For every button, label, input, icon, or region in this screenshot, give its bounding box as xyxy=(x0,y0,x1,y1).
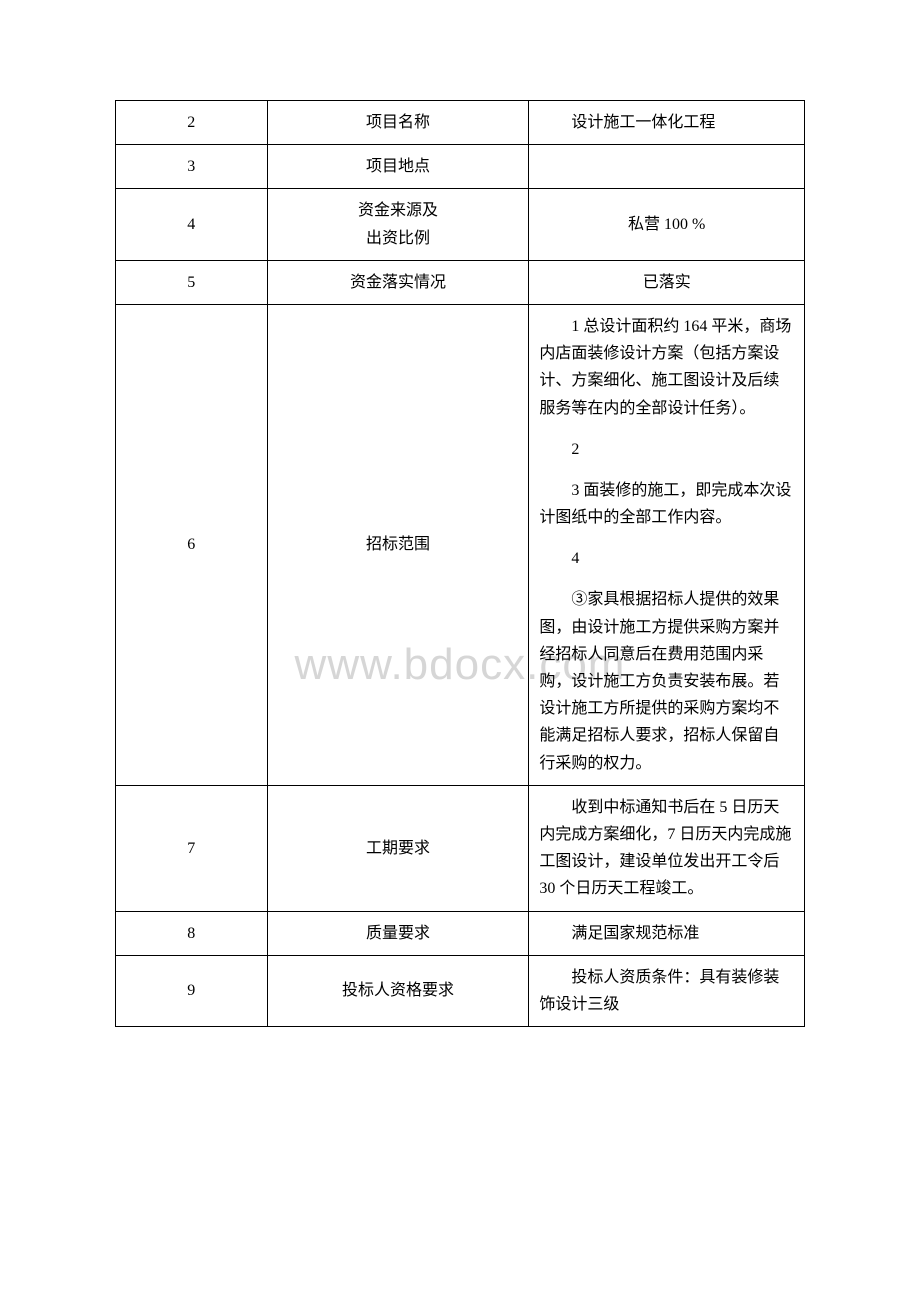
row-label: 项目地点 xyxy=(267,145,529,189)
table-row: 2 项目名称 设计施工一体化工程 xyxy=(116,101,805,145)
label-line: 资金来源及 xyxy=(278,197,519,224)
table-row: 4 资金来源及 出资比例 私营 100 % xyxy=(116,189,805,260)
row-label: 项目名称 xyxy=(267,101,529,145)
spec-table: 2 项目名称 设计施工一体化工程 3 项目地点 4 资金来源及 出资比例 私营 … xyxy=(115,100,805,1027)
row-number: 2 xyxy=(116,101,268,145)
content-paragraph: ③家具根据招标人提供的效果图，由设计施工方提供采购方案并经招标人同意后在费用范围… xyxy=(539,586,794,776)
table-row: 7 工期要求 收到中标通知书后在 5 日历天内完成方案细化，7 日历天内完成施工… xyxy=(116,785,805,911)
table-row: 9 投标人资格要求 投标人资质条件：具有装修装饰设计三级 xyxy=(116,955,805,1026)
content-paragraph: 1 总设计面积约 164 平米，商场内店面装修设计方案（包括方案设计、方案细化、… xyxy=(539,313,794,422)
row-number: 4 xyxy=(116,189,268,260)
table-row: 5 资金落实情况 已落实 xyxy=(116,260,805,304)
content-paragraph: 满足国家规范标准 xyxy=(539,920,794,947)
row-label: 投标人资格要求 xyxy=(267,955,529,1026)
row-number: 7 xyxy=(116,785,268,911)
content-paragraph: 投标人资质条件：具有装修装饰设计三级 xyxy=(539,964,794,1018)
table-wrapper: 2 项目名称 设计施工一体化工程 3 项目地点 4 资金来源及 出资比例 私营 … xyxy=(115,100,805,1027)
row-number: 6 xyxy=(116,304,268,785)
content-paragraph: 3 面装修的施工，即完成本次设计图纸中的全部工作内容。 xyxy=(539,477,794,531)
row-label: 质量要求 xyxy=(267,911,529,955)
row-content: 满足国家规范标准 xyxy=(529,911,805,955)
row-label: 资金落实情况 xyxy=(267,260,529,304)
spec-table-body: 2 项目名称 设计施工一体化工程 3 项目地点 4 资金来源及 出资比例 私营 … xyxy=(116,101,805,1027)
content-paragraph: 设计施工一体化工程 xyxy=(539,109,794,136)
row-content xyxy=(529,145,805,189)
table-row: 3 项目地点 xyxy=(116,145,805,189)
table-row: 6 招标范围 1 总设计面积约 164 平米，商场内店面装修设计方案（包括方案设… xyxy=(116,304,805,785)
row-number: 8 xyxy=(116,911,268,955)
content-paragraph: 4 xyxy=(539,545,794,572)
row-content: 设计施工一体化工程 xyxy=(529,101,805,145)
row-content: 已落实 xyxy=(529,260,805,304)
row-number: 3 xyxy=(116,145,268,189)
row-number: 9 xyxy=(116,955,268,1026)
row-label: 资金来源及 出资比例 xyxy=(267,189,529,260)
row-content: 1 总设计面积约 164 平米，商场内店面装修设计方案（包括方案设计、方案细化、… xyxy=(529,304,805,785)
table-row: 8 质量要求 满足国家规范标准 xyxy=(116,911,805,955)
row-content: 投标人资质条件：具有装修装饰设计三级 xyxy=(529,955,805,1026)
row-label: 招标范围 xyxy=(267,304,529,785)
content-paragraph: 2 xyxy=(539,436,794,463)
row-content: 私营 100 % xyxy=(529,189,805,260)
label-line: 出资比例 xyxy=(278,225,519,252)
row-number: 5 xyxy=(116,260,268,304)
row-label: 工期要求 xyxy=(267,785,529,911)
content-paragraph: 收到中标通知书后在 5 日历天内完成方案细化，7 日历天内完成施工图设计，建设单… xyxy=(539,794,794,903)
row-content: 收到中标通知书后在 5 日历天内完成方案细化，7 日历天内完成施工图设计，建设单… xyxy=(529,785,805,911)
